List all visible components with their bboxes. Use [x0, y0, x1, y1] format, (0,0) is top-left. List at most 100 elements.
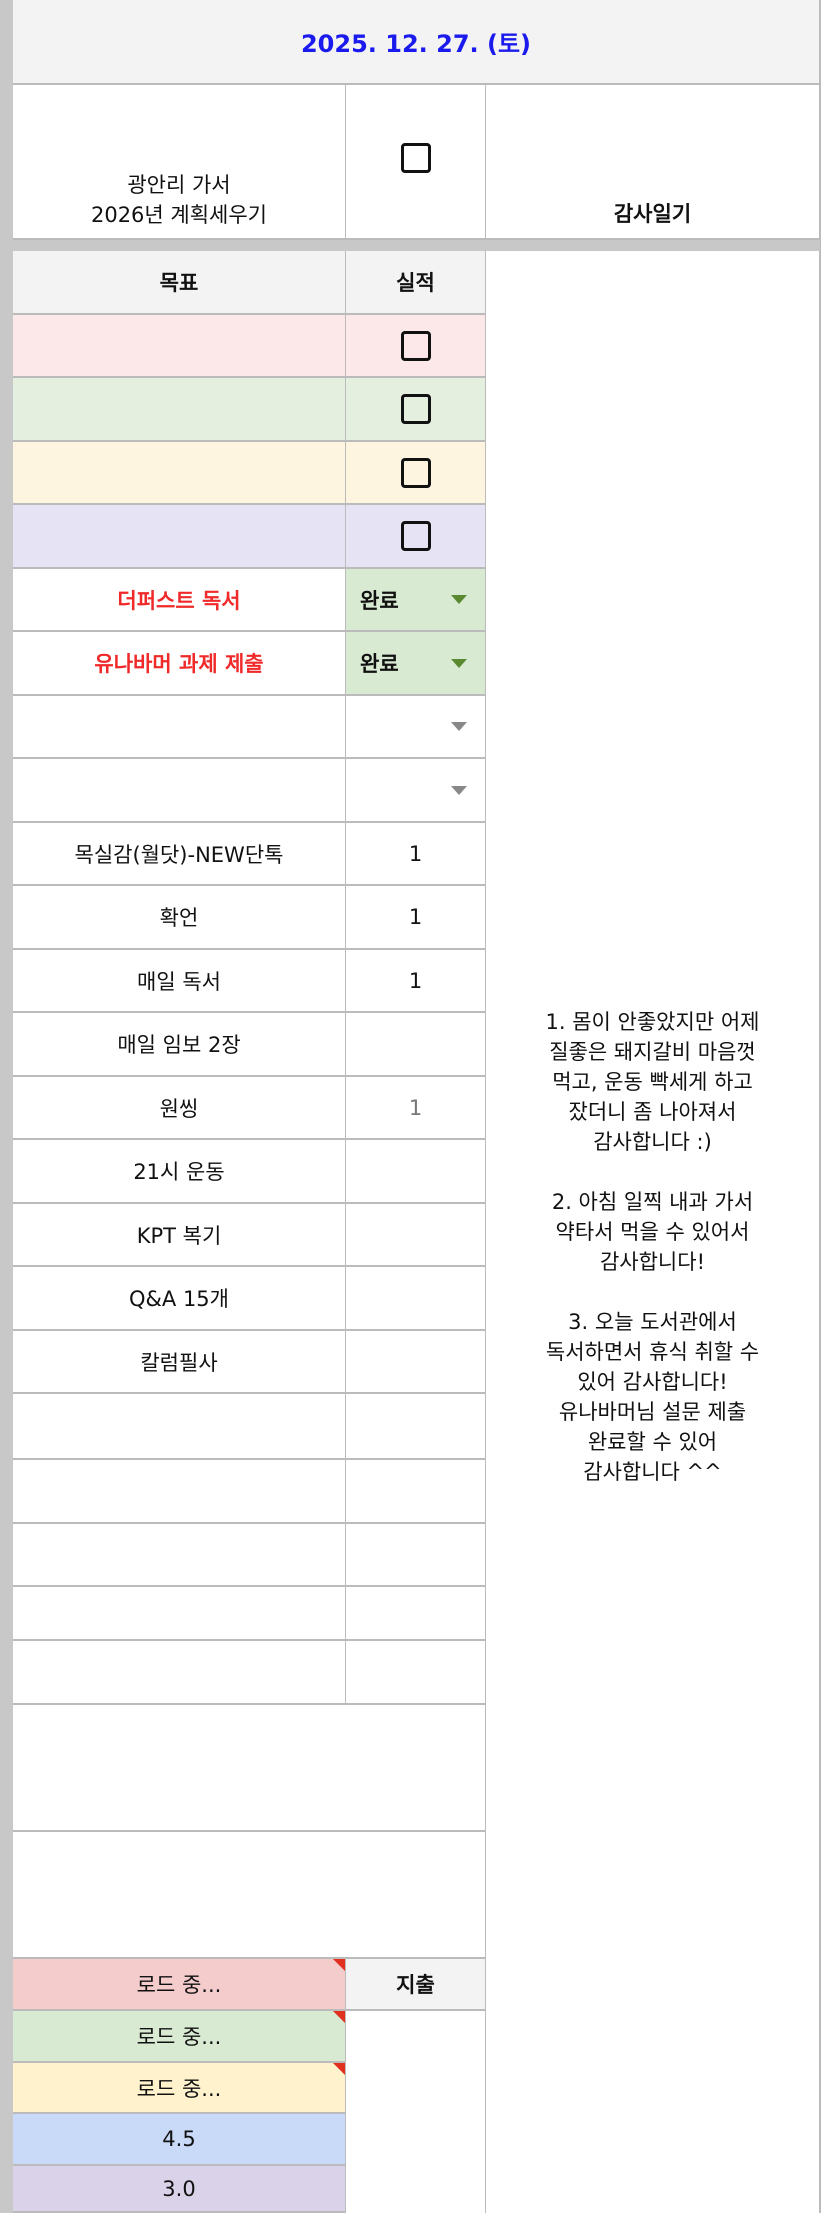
- result-cell[interactable]: [346, 1204, 486, 1267]
- result-cell[interactable]: 완료: [346, 632, 486, 696]
- summary-cell[interactable]: 4.5: [13, 2114, 346, 2166]
- goal-cell[interactable]: [13, 442, 346, 505]
- row-header-bar: [0, 0, 13, 2213]
- habit-label: Q&A 15개: [129, 1287, 229, 1311]
- checkbox[interactable]: [400, 521, 431, 551]
- merged-note-cell[interactable]: [13, 1832, 486, 1959]
- result-cell[interactable]: 1: [346, 823, 486, 886]
- status-dropdown-value: 완료: [360, 652, 399, 676]
- summary-value: 4.5: [162, 2127, 196, 2151]
- expense-label: 지출: [396, 1973, 435, 1997]
- summary-value: 로드 중...: [136, 2025, 222, 2049]
- next-column-edge: [820, 0, 827, 2213]
- summary-cell[interactable]: 3.0: [13, 2166, 346, 2213]
- result-cell[interactable]: 1: [346, 886, 486, 950]
- main-goal-cell[interactable]: 광안리 가서 2026년 계획세우기: [13, 85, 346, 240]
- habit-label: 목실감(월닷)-NEW단톡: [74, 842, 284, 867]
- result-cell[interactable]: [346, 442, 486, 505]
- goal-cell[interactable]: [13, 1394, 346, 1460]
- goal-column-header: 목표: [13, 251, 346, 315]
- result-cell[interactable]: 1: [346, 1077, 486, 1140]
- status-dropdown[interactable]: [346, 696, 486, 759]
- result-cell[interactable]: [346, 505, 486, 569]
- goal-cell[interactable]: Q&A 15개: [13, 1267, 346, 1331]
- goal-cell[interactable]: 원씽: [13, 1077, 346, 1140]
- habit-label: 칼럼필사: [140, 1350, 218, 1375]
- goal-cell[interactable]: 목실감(월닷)-NEW단톡: [13, 823, 346, 886]
- goal-cell[interactable]: [13, 378, 346, 442]
- gratitude-title: 감사일기: [613, 202, 692, 226]
- checkbox[interactable]: [400, 457, 431, 488]
- dropdown-arrow-icon[interactable]: [451, 785, 467, 795]
- date-header: 2025. 12. 27. (토): [13, 0, 820, 85]
- date-title: 2025. 12. 27. (토): [300, 30, 532, 58]
- task-label: 유나바머 과제 제출: [94, 652, 264, 676]
- habit-label: 매일 독서: [137, 969, 221, 994]
- main-goal-text: 광안리 가서 2026년 계획세우기: [90, 173, 268, 227]
- habit-result: 1: [408, 968, 423, 993]
- goal-cell[interactable]: 21시 운동: [13, 1140, 346, 1204]
- goal-cell[interactable]: 칼럼필사: [13, 1331, 346, 1394]
- goal-cell[interactable]: KPT 복기: [13, 1204, 346, 1267]
- result-cell[interactable]: [346, 378, 486, 442]
- status-dropdown-value: 완료: [360, 588, 399, 613]
- result-cell[interactable]: [346, 1331, 486, 1394]
- summary-cell[interactable]: 로드 중...: [13, 1959, 346, 2011]
- result-cell[interactable]: [346, 1641, 486, 1705]
- result-cell[interactable]: [346, 1460, 486, 1524]
- status-dropdown[interactable]: [346, 759, 486, 823]
- dropdown-arrow-icon[interactable]: [451, 658, 467, 668]
- goal-cell[interactable]: [13, 1641, 346, 1705]
- result-cell[interactable]: 완료: [346, 569, 486, 632]
- goal-cell[interactable]: 매일 독서: [13, 950, 346, 1013]
- summary-cell[interactable]: 로드 중...: [13, 2011, 346, 2063]
- comment-indicator-icon: [333, 1959, 345, 1971]
- section-gap: [13, 240, 820, 251]
- summary-value: 로드 중...: [136, 2076, 222, 2101]
- goal-cell[interactable]: [13, 1587, 346, 1641]
- goal-cell[interactable]: [13, 1460, 346, 1524]
- habit-result: 1: [408, 841, 423, 866]
- result-cell[interactable]: [346, 1524, 486, 1587]
- habit-result: 1: [408, 1095, 423, 1120]
- result-cell[interactable]: [346, 1394, 486, 1460]
- goal-cell[interactable]: 더퍼스트 독서: [13, 569, 346, 632]
- comment-indicator-icon: [333, 2011, 345, 2023]
- goal-cell[interactable]: [13, 1524, 346, 1587]
- result-cell[interactable]: [346, 1140, 486, 1204]
- summary-value: 로드 중...: [136, 1973, 222, 1997]
- goal-cell[interactable]: 유나바머 과제 제출: [13, 632, 346, 696]
- goal-cell[interactable]: [13, 696, 346, 759]
- main-goal-check-cell: [346, 85, 486, 240]
- checkbox[interactable]: [400, 330, 431, 361]
- result-cell[interactable]: 1: [346, 950, 486, 1013]
- goal-cell[interactable]: [13, 759, 346, 823]
- gratitude-text: 1. 몸이 안좋았지만 어제 질좋은 돼지갈비 마음껏 먹고, 운동 빡세게 하…: [545, 1010, 760, 1484]
- merged-note-cell[interactable]: [13, 1705, 486, 1832]
- habit-result: 1: [408, 905, 423, 929]
- checkbox[interactable]: [400, 394, 431, 424]
- dropdown-arrow-icon[interactable]: [451, 595, 467, 604]
- goal-cell[interactable]: [13, 315, 346, 378]
- gratitude-journal-cell[interactable]: 1. 몸이 안좋았지만 어제 질좋은 돼지갈비 마음껏 먹고, 운동 빡세게 하…: [486, 251, 820, 2213]
- expense-column-header: 지출: [346, 1959, 486, 2011]
- comment-indicator-icon: [333, 2063, 345, 2075]
- result-cell[interactable]: [346, 1587, 486, 1641]
- goal-cell[interactable]: 매일 임보 2장: [13, 1013, 346, 1077]
- habit-label: 매일 임보 2장: [117, 1033, 241, 1057]
- result-cell[interactable]: [346, 1013, 486, 1077]
- expense-cell[interactable]: [346, 2011, 486, 2213]
- summary-value: 3.0: [162, 2176, 196, 2201]
- summary-cell[interactable]: 로드 중...: [13, 2063, 346, 2114]
- result-cell[interactable]: [346, 315, 486, 378]
- habit-label: 21시 운동: [133, 1160, 225, 1184]
- gratitude-title-cell: 감사일기: [486, 85, 820, 240]
- goal-cell[interactable]: 확언: [13, 886, 346, 950]
- result-cell[interactable]: [346, 1267, 486, 1331]
- task-label: 더퍼스트 독서: [117, 588, 241, 613]
- goal-cell[interactable]: [13, 505, 346, 569]
- habit-label: 원씽: [159, 1096, 199, 1121]
- checkbox[interactable]: [400, 143, 431, 173]
- habit-label: 확언: [159, 906, 199, 930]
- dropdown-arrow-icon[interactable]: [451, 722, 467, 731]
